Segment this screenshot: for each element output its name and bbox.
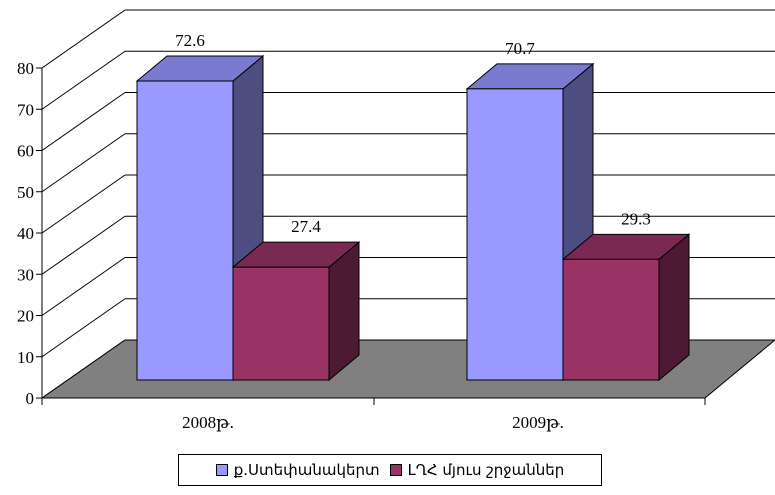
legend-item-series-2: ԼՂՀ մյուս շրջաններ — [389, 461, 565, 479]
axes: 0 10 20 30 40 50 60 70 80 2008թ. 2009թ. — [17, 59, 706, 432]
bar-2-2 — [561, 233, 691, 382]
bars — [135, 54, 691, 382]
y-tick-label: 60 — [17, 142, 34, 161]
x-category-label: 2009թ. — [512, 413, 564, 432]
gridline-side — [41, 92, 126, 151]
data-label: 29.3 — [621, 209, 651, 228]
gridline-side — [41, 298, 126, 358]
y-tick-label: 80 — [17, 59, 34, 78]
legend: ք.Ստեփանակերտ ԼՂՀ մյուս շրջաններ — [178, 454, 602, 486]
legend-label-series-2: ԼՂՀ մյուս շրջաններ — [407, 461, 565, 479]
y-tick-label: 70 — [17, 100, 34, 119]
x-category-label: 2008թ. — [182, 413, 234, 432]
legend-label-series-1: ք.Ստեփանակերտ — [233, 461, 380, 479]
bar-front-face — [562, 258, 660, 381]
y-tick-label: 40 — [17, 224, 34, 243]
legend-item-series-1: ք.Ստեփանակերտ — [215, 461, 380, 479]
legend-swatch-series-1 — [215, 464, 228, 476]
bar-front-face — [136, 80, 234, 381]
gridline-side — [41, 50, 126, 110]
y-tick-label: 10 — [17, 348, 34, 367]
gridline-side — [41, 9, 126, 69]
legend-swatch-series-2 — [389, 464, 402, 476]
gridline-side — [41, 257, 126, 316]
gridline-side — [41, 174, 126, 234]
y-tick-label: 20 — [17, 307, 34, 326]
y-tick-label: 0 — [26, 389, 35, 408]
data-label: 70.7 — [505, 39, 535, 58]
gridline-side — [41, 215, 126, 275]
bar-front-face — [466, 88, 564, 381]
y-tick-label: 50 — [17, 183, 34, 202]
gridline-side — [41, 133, 126, 193]
bar-2-1 — [231, 241, 361, 382]
data-labels: 72.6 27.4 70.7 29.3 — [175, 31, 651, 236]
y-tick-label: 30 — [17, 265, 34, 284]
data-label: 27.4 — [291, 217, 321, 236]
data-label: 72.6 — [175, 31, 205, 50]
bar-front-face — [232, 266, 330, 381]
